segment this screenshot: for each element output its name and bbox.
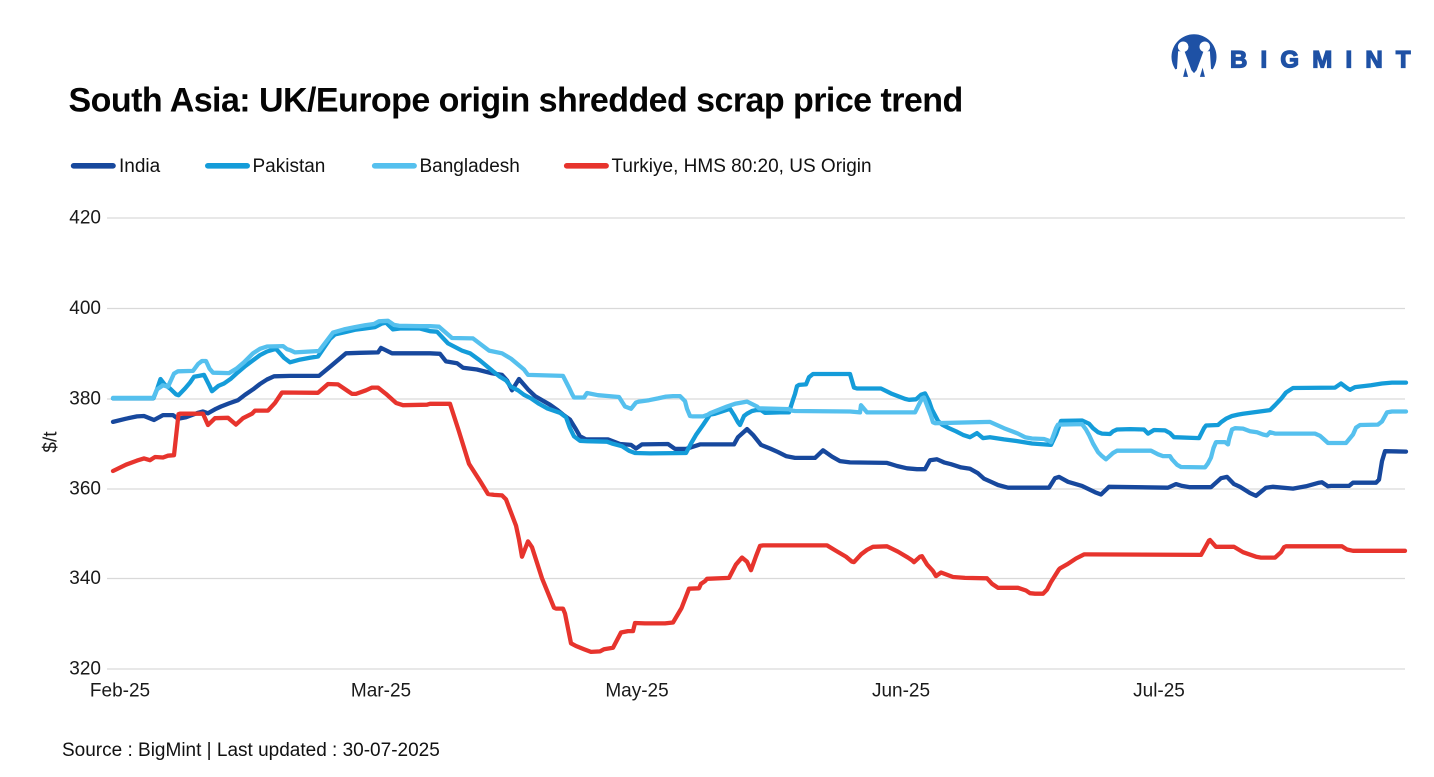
svg-text:320: 320 <box>69 659 101 680</box>
svg-text:South Asia: UK/Europe origin s: South Asia: UK/Europe origin shredded sc… <box>69 82 963 120</box>
svg-text:BIGMINT: BIGMINT <box>1230 47 1424 74</box>
svg-text:380: 380 <box>69 389 101 410</box>
svg-text:Turkiye, HMS 80:20, US Origin: Turkiye, HMS 80:20, US Origin <box>612 156 872 177</box>
svg-text:Jun-25: Jun-25 <box>872 681 930 702</box>
svg-text:360: 360 <box>69 479 101 500</box>
svg-text:Bangladesh: Bangladesh <box>420 156 520 177</box>
svg-text:420: 420 <box>69 208 101 229</box>
svg-text:Jul-25: Jul-25 <box>1133 681 1185 702</box>
svg-text:340: 340 <box>69 568 101 589</box>
svg-text:Source : BigMint | Last update: Source : BigMint | Last updated : 30-07-… <box>62 740 440 761</box>
svg-text:India: India <box>119 156 161 177</box>
svg-text:Feb-25: Feb-25 <box>90 681 150 702</box>
svg-text:May-25: May-25 <box>605 681 668 702</box>
svg-text:400: 400 <box>69 298 101 319</box>
svg-text:Pakistan: Pakistan <box>253 156 326 177</box>
svg-text:$/t: $/t <box>41 431 62 453</box>
svg-text:Mar-25: Mar-25 <box>351 681 411 702</box>
